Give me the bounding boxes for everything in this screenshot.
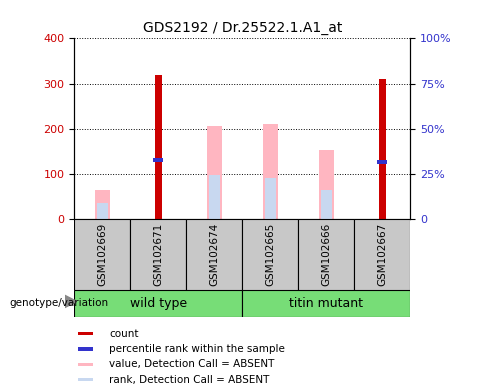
Bar bbox=[78, 347, 93, 351]
Bar bbox=[209, 175, 220, 219]
Text: GSM102667: GSM102667 bbox=[377, 223, 387, 286]
Bar bbox=[74, 290, 242, 317]
Text: GSM102665: GSM102665 bbox=[265, 223, 276, 286]
Text: titin mutant: titin mutant bbox=[289, 297, 363, 310]
Text: percentile rank within the sample: percentile rank within the sample bbox=[109, 344, 285, 354]
Bar bbox=[242, 219, 299, 290]
Bar bbox=[321, 190, 332, 219]
Bar bbox=[206, 126, 222, 219]
Text: wild type: wild type bbox=[130, 297, 187, 310]
Text: rank, Detection Call = ABSENT: rank, Detection Call = ABSENT bbox=[109, 375, 269, 384]
Bar bbox=[74, 219, 131, 290]
Text: value, Detection Call = ABSENT: value, Detection Call = ABSENT bbox=[109, 359, 275, 369]
Bar bbox=[155, 162, 162, 219]
Bar bbox=[97, 203, 108, 219]
Bar bbox=[377, 160, 387, 164]
Bar bbox=[95, 190, 110, 219]
Text: GSM102674: GSM102674 bbox=[209, 223, 219, 286]
Polygon shape bbox=[65, 295, 77, 308]
Bar bbox=[186, 219, 242, 290]
Text: GSM102671: GSM102671 bbox=[154, 223, 163, 286]
Bar bbox=[299, 219, 354, 290]
Bar bbox=[354, 219, 410, 290]
Bar bbox=[265, 178, 276, 219]
Bar bbox=[78, 362, 93, 366]
Bar bbox=[379, 79, 386, 160]
Text: genotype/variation: genotype/variation bbox=[10, 298, 109, 308]
Bar bbox=[78, 332, 93, 335]
Bar bbox=[263, 124, 278, 219]
Bar bbox=[155, 75, 162, 158]
Bar bbox=[379, 164, 386, 219]
Bar bbox=[131, 219, 186, 290]
Text: GSM102669: GSM102669 bbox=[97, 223, 108, 286]
Bar bbox=[78, 378, 93, 381]
Text: count: count bbox=[109, 329, 138, 339]
Title: GDS2192 / Dr.25522.1.A1_at: GDS2192 / Dr.25522.1.A1_at bbox=[143, 21, 342, 35]
Bar bbox=[242, 290, 410, 317]
Bar bbox=[154, 158, 163, 162]
Text: GSM102666: GSM102666 bbox=[322, 223, 331, 286]
Bar bbox=[319, 150, 334, 219]
